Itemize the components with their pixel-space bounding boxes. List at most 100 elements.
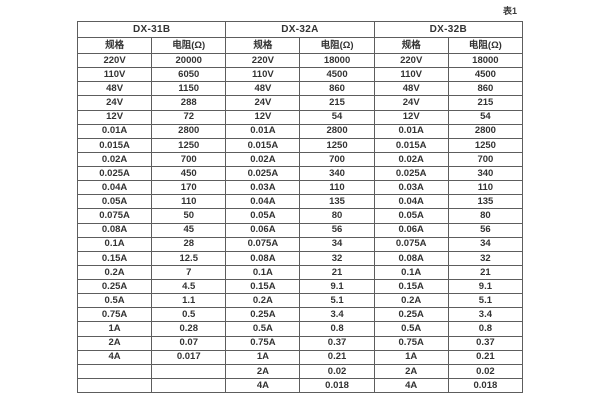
resistance-cell: 56 <box>447 222 524 238</box>
resistance-cell: 80 <box>447 208 524 224</box>
table-row: 0.04A 170 0.03A 110 0.03A 110 <box>76 180 524 196</box>
resistance-cell <box>151 363 227 379</box>
spec-cell: 0.1A <box>225 264 301 281</box>
resistance-cell: 32 <box>299 250 375 266</box>
table-row: 0.01A 2800 0.01A 2800 0.01A 2800 <box>76 123 524 139</box>
table-row: 0.05A 110 0.04A 135 0.04A 135 <box>76 194 524 210</box>
group-header-dx31b: DX-31B <box>76 21 227 38</box>
resistance-cell: 288 <box>151 95 227 111</box>
spec-cell: 0.04A <box>225 194 301 210</box>
spec-cell: 0.2A <box>225 293 301 309</box>
resistance-cell: 0.018 <box>447 377 524 394</box>
resistance-cell: 9.1 <box>447 278 524 295</box>
resistance-cell: 860 <box>447 81 524 97</box>
resistance-column-header-dx32a: 电阻(Ω) <box>299 37 375 54</box>
table-row: 0.25A 4.5 0.15A 9.1 0.15A 9.1 <box>76 278 524 295</box>
table-caption: 表1 <box>502 6 517 16</box>
resistance-cell: 54 <box>447 109 524 125</box>
spec-cell: 2A <box>373 363 449 379</box>
resistance-cell: 28 <box>151 236 227 252</box>
spec-cell: 110V <box>225 67 301 83</box>
spec-cell: 0.08A <box>76 222 153 238</box>
resistance-cell: 45 <box>151 222 227 238</box>
resistance-cell: 2800 <box>447 123 524 139</box>
table-row: 4A 0.017 1A 0.21 1A 0.21 <box>76 349 524 365</box>
spec-cell: 0.025A <box>76 165 153 182</box>
resistance-cell: 0.37 <box>299 335 375 351</box>
resistance-cell: 50 <box>151 208 227 224</box>
table-row: 0.15A 12.5 0.08A 32 0.08A 32 <box>76 250 524 266</box>
resistance-cell: 7 <box>151 264 227 281</box>
spec-column-header-dx32a: 规格 <box>225 37 301 54</box>
spec-cell: 0.5A <box>373 321 449 337</box>
resistance-cell: 0.07 <box>151 335 227 351</box>
spec-cell: 0.075A <box>373 236 449 252</box>
table-header: DX-31B DX-32A DX-32B 规格 电阻(Ω) 规格 电阻(Ω) 规… <box>76 21 524 54</box>
resistance-cell: 0.37 <box>447 335 524 351</box>
resistance-cell: 135 <box>299 194 375 210</box>
table-row: 0.015A 1250 0.015A 1250 0.015A 1250 <box>76 137 524 153</box>
resistance-cell: 110 <box>447 180 524 196</box>
spec-cell: 0.25A <box>373 307 449 323</box>
spec-cell: 12V <box>225 109 301 125</box>
spec-cell: 0.02A <box>225 151 301 168</box>
resistance-cell: 20000 <box>151 52 227 69</box>
spec-cell: 12V <box>373 109 449 125</box>
resistance-cell: 110 <box>151 194 227 210</box>
spec-cell: 0.2A <box>76 264 153 281</box>
resistance-cell: 0.5 <box>151 307 227 323</box>
resistance-cell: 170 <box>151 180 227 196</box>
resistance-cell: 2800 <box>299 123 375 139</box>
resistance-column-header-dx32b: 电阻(Ω) <box>447 37 524 54</box>
spec-cell <box>76 363 153 379</box>
spec-cell: 110V <box>373 67 449 83</box>
resistance-cell: 1250 <box>447 137 524 153</box>
table-row: 0.5A 1.1 0.2A 5.1 0.2A 5.1 <box>76 293 524 309</box>
resistance-cell: 0.017 <box>151 349 227 365</box>
spec-cell: 0.015A <box>373 137 449 153</box>
spec-cell: 24V <box>225 95 301 111</box>
spec-column-header-dx32b: 规格 <box>373 37 449 54</box>
spec-cell: 0.2A <box>373 293 449 309</box>
spec-cell: 0.15A <box>76 250 153 266</box>
table-row: 0.08A 45 0.06A 56 0.06A 56 <box>76 222 524 238</box>
resistance-cell: 4.5 <box>151 278 227 295</box>
resistance-cell: 0.02 <box>447 363 524 379</box>
resistance-cell: 21 <box>299 264 375 281</box>
spec-cell: 4A <box>225 377 301 394</box>
resistance-cell: 72 <box>151 109 227 125</box>
resistance-cell: 1.1 <box>151 293 227 309</box>
spec-cell: 0.05A <box>225 208 301 224</box>
table-row: 0.2A 7 0.1A 21 0.1A 21 <box>76 264 524 281</box>
spec-cell: 48V <box>373 81 449 97</box>
resistance-cell: 215 <box>447 95 524 111</box>
spec-cell: 0.04A <box>76 180 153 196</box>
resistance-cell: 34 <box>447 236 524 252</box>
resistance-cell: 3.4 <box>447 307 524 323</box>
resistance-cell: 0.02 <box>299 363 375 379</box>
table-body: 220V 20000 220V 18000 220V 18000 110V 6050 110V 4… <box>76 52 524 394</box>
resistance-spec-table: DX-31B DX-32A DX-32B 规格 电阻(Ω) 规格 电阻(Ω) 规… <box>76 21 524 394</box>
resistance-cell: 56 <box>299 222 375 238</box>
spec-cell: 0.08A <box>225 250 301 266</box>
resistance-cell: 32 <box>447 250 524 266</box>
table-row: 0.025A 450 0.025A 340 0.025A 340 <box>76 165 524 182</box>
resistance-cell: 12.5 <box>151 250 227 266</box>
resistance-cell: 1250 <box>299 137 375 153</box>
spec-cell: 0.5A <box>76 293 153 309</box>
resistance-cell: 0.8 <box>447 321 524 337</box>
group-header-dx32a: DX-32A <box>225 21 375 38</box>
resistance-cell: 340 <box>299 165 375 182</box>
spec-cell: 24V <box>76 95 153 111</box>
resistance-cell: 34 <box>299 236 375 252</box>
resistance-cell: 80 <box>299 208 375 224</box>
resistance-cell: 340 <box>447 165 524 182</box>
resistance-cell: 1250 <box>151 137 227 153</box>
spec-cell: 110V <box>76 67 153 83</box>
spec-cell: 0.03A <box>373 180 449 196</box>
table-row: 0.075A 50 0.05A 80 0.05A 80 <box>76 208 524 224</box>
resistance-cell: 700 <box>447 151 524 168</box>
spec-cell: 0.1A <box>373 264 449 281</box>
spec-cell: 0.01A <box>373 123 449 139</box>
spec-cell: 0.04A <box>373 194 449 210</box>
